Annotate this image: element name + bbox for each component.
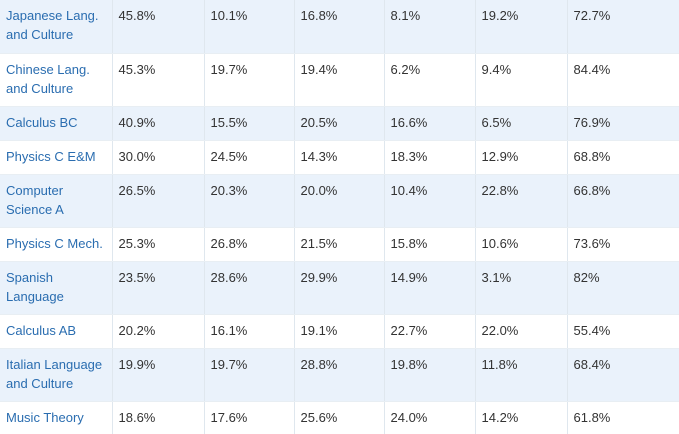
value-cell: 66.8% (567, 174, 679, 228)
value-cell: 16.6% (384, 106, 476, 141)
subject-cell: Italian Language and Culture (0, 348, 113, 402)
value-cell: 8.1% (384, 0, 476, 54)
value-cell: 14.3% (294, 140, 385, 175)
subject-cell: Physics C Mech. (0, 227, 113, 262)
value-cell: 9.4% (475, 53, 568, 107)
value-cell: 30.0% (112, 140, 205, 175)
table-row: Japanese Lang. and Culture 45.8% 10.1% 1… (0, 0, 679, 54)
value-cell: 19.9% (112, 348, 205, 402)
value-cell: 6.2% (384, 53, 476, 107)
table-row: Calculus AB 20.2% 16.1% 19.1% 22.7% 22.0… (0, 314, 679, 349)
value-cell: 76.9% (567, 106, 679, 141)
subject-cell: Japanese Lang. and Culture (0, 0, 113, 54)
value-cell: 26.5% (112, 174, 205, 228)
value-cell: 12.9% (475, 140, 568, 175)
value-cell: 24.5% (204, 140, 295, 175)
value-cell: 10.6% (475, 227, 568, 262)
value-cell: 20.5% (294, 106, 385, 141)
value-cell: 22.7% (384, 314, 476, 349)
subject-cell: Spanish Language (0, 261, 113, 315)
value-cell: 20.0% (294, 174, 385, 228)
table-row: Physics C E&M 30.0% 24.5% 14.3% 18.3% 12… (0, 140, 679, 175)
value-cell: 25.6% (294, 401, 385, 434)
value-cell: 29.9% (294, 261, 385, 315)
subject-cell: Physics C E&M (0, 140, 113, 175)
value-cell: 14.2% (475, 401, 568, 434)
value-cell: 25.3% (112, 227, 205, 262)
value-cell: 40.9% (112, 106, 205, 141)
value-cell: 68.8% (567, 140, 679, 175)
value-cell: 45.8% (112, 0, 205, 54)
value-cell: 82% (567, 261, 679, 315)
subject-cell: Chinese Lang. and Culture (0, 53, 113, 107)
value-cell: 19.4% (294, 53, 385, 107)
value-cell: 68.4% (567, 348, 679, 402)
value-cell: 26.8% (204, 227, 295, 262)
value-cell: 21.5% (294, 227, 385, 262)
value-cell: 16.8% (294, 0, 385, 54)
value-cell: 24.0% (384, 401, 476, 434)
value-cell: 20.2% (112, 314, 205, 349)
value-cell: 73.6% (567, 227, 679, 262)
table-row: Chinese Lang. and Culture 45.3% 19.7% 19… (0, 53, 679, 107)
subject-cell: Music Theory (0, 401, 113, 434)
value-cell: 17.6% (204, 401, 295, 434)
value-cell: 61.8% (573, 409, 611, 425)
value-cell: 10.1% (204, 0, 295, 54)
value-cell: 16.1% (204, 314, 295, 349)
table-row: Music Theory 18.6% 17.6% 25.6% 24.0% 14.… (0, 401, 679, 434)
value-cell: 23.5% (112, 261, 205, 315)
table-row: Physics C Mech. 25.3% 26.8% 21.5% 15.8% … (0, 227, 679, 262)
value-cell: 22.8% (475, 174, 568, 228)
value-cell: 19.7% (204, 53, 295, 107)
value-cell: 15.5% (204, 106, 295, 141)
subject-cell: Calculus AB (0, 314, 113, 349)
value-cell: 10.4% (384, 174, 476, 228)
value-cell: 11.8% (475, 348, 568, 402)
value-cell: 72.7% (567, 0, 679, 54)
value-cell: 45.3% (112, 53, 205, 107)
value-cell: 28.6% (204, 261, 295, 315)
value-cell: 28.8% (294, 348, 385, 402)
value-cell: 19.2% (475, 0, 568, 54)
value-cell: 19.8% (384, 348, 476, 402)
value-cell: 15.8% (384, 227, 476, 262)
value-cell: 20.3% (204, 174, 295, 228)
value-cell: 22.0% (475, 314, 568, 349)
subject-cell: Calculus BC (0, 106, 113, 141)
value-cell: 3.1% (475, 261, 568, 315)
subject-cell: Computer Science A (0, 174, 113, 228)
table-row: Calculus BC 40.9% 15.5% 20.5% 16.6% 6.5%… (0, 106, 679, 141)
value-cell: 18.3% (384, 140, 476, 175)
value-cell: 55.4% (567, 314, 679, 349)
table-row: Computer Science A 26.5% 20.3% 20.0% 10.… (0, 174, 679, 228)
value-cell: 19.1% (294, 314, 385, 349)
value-cell: 6.5% (475, 106, 568, 141)
value-cell: 19.7% (204, 348, 295, 402)
table-row: Italian Language and Culture 19.9% 19.7%… (0, 348, 679, 402)
value-cell: 18.6% (112, 401, 205, 434)
value-cell: 14.9% (384, 261, 476, 315)
table-row: Spanish Language 23.5% 28.6% 29.9% 14.9%… (0, 261, 679, 315)
value-cell: 84.4% (567, 53, 679, 107)
